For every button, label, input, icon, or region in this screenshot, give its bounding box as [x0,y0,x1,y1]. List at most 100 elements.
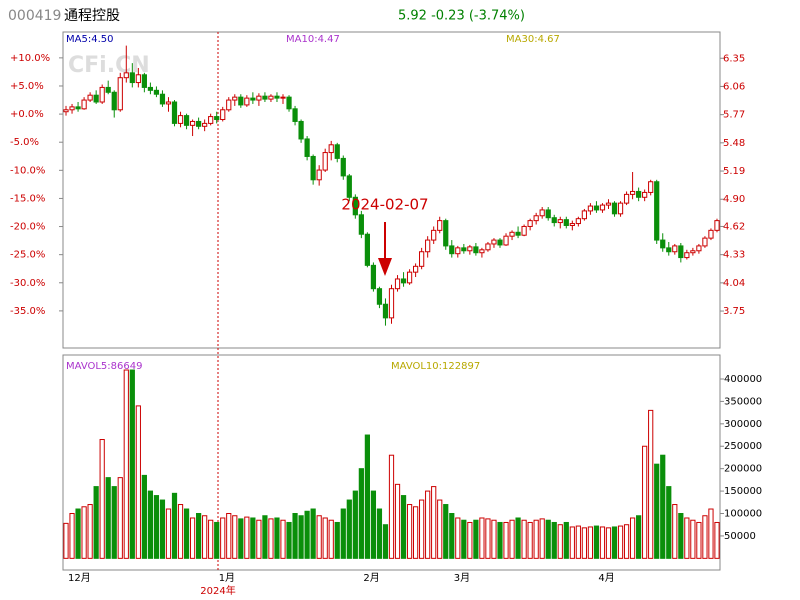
candle-body [129,72,135,84]
candle-body [455,247,461,255]
price-panel [62,31,721,349]
candle-body [123,72,129,79]
volume-bar [666,486,672,559]
candle-body [527,220,533,227]
volume-bar [232,515,238,559]
candle-body [708,229,714,239]
volume-bar [328,519,334,559]
volume-bar [376,508,383,559]
candle-body [244,97,250,106]
volume-bar [129,369,135,559]
volume-bar [473,519,479,559]
pct-tick-label: -10.0% [10,165,45,176]
candle-body [189,120,196,126]
volume-bar [75,508,81,559]
candle-body [388,288,395,319]
volume-panel [62,354,721,571]
volume-bar [648,409,654,559]
volume-bar [581,527,587,559]
candle-body [87,94,93,101]
volume-bar [455,517,461,559]
volume-bar [208,519,214,559]
volume-bar [147,490,154,559]
volume-tick-label: 400000 [724,374,762,385]
volume-bar [611,526,618,559]
volume-bar [545,519,551,559]
candle-body [165,101,172,105]
candle-body [599,204,606,211]
candle-body [394,278,401,290]
volume-bar [569,526,575,559]
volume-bar [202,515,208,559]
candle-body [684,252,690,259]
pct-tick-label: -15.0% [10,193,45,204]
volume-bar [605,527,612,559]
candle-body [298,120,304,140]
volume-bar [485,518,491,559]
candle-body [413,265,419,273]
watermark: CFi.CN [68,53,150,78]
year-label: 2024年 [200,584,235,597]
pct-tick-label: +10.0% [10,53,50,64]
volume-bar [364,434,370,559]
candle-body [214,116,220,121]
volume-bar [153,495,160,559]
x-tick-label: 2月 [363,572,379,584]
candle-body [581,210,587,220]
volume-bar [467,521,473,559]
volume-tick-label: 100000 [724,509,762,520]
volume-bar [105,477,111,559]
volume-bar [238,518,244,559]
candle-body [352,196,358,216]
stock-quote: 5.92 -0.23 (-3.74%) [398,9,525,24]
candle-body [99,86,105,103]
volume-bar [533,519,539,559]
pct-tick-label: -20.0% [10,222,45,233]
volume-bar [642,445,648,559]
volume-bar [310,508,316,559]
pct-tick-label: -30.0% [10,278,45,289]
candle-body [147,86,154,91]
candle-body [666,247,672,253]
volume-bar [214,521,220,559]
candle-body [81,99,87,110]
y-tick-label: 5.48 [723,138,745,149]
candle-body [202,122,208,127]
candle-body [334,144,340,159]
candle-body [304,138,310,157]
candle-body [135,74,141,84]
volume-bar [419,499,425,559]
volume-bar [93,486,99,559]
volume-bar [226,513,232,559]
volume-bar [141,474,147,559]
candle-body [292,108,298,122]
volume-ma-label: MAVOL5:86649 [66,361,142,372]
volume-bar [593,525,600,559]
volume-bar [413,506,419,559]
volume-bar [503,521,509,559]
volume-bar [117,477,123,559]
ma-label: MA10:4.47 [286,34,340,45]
candle-body [485,243,491,251]
pct-tick-label: +0.0% [10,109,44,120]
candle-body [400,278,407,284]
candle-body [515,231,521,236]
candle-body [419,251,425,267]
candle-body [533,215,539,222]
candle-body [232,96,238,101]
candle-body [551,217,557,224]
candle-body [678,245,684,259]
candle-body [238,96,244,106]
candle-body [346,175,352,198]
candle-body [256,95,262,101]
volume-bar [262,515,268,559]
volume-bar [358,468,364,559]
ma-label: MA30:4.67 [506,34,560,45]
candle-body [605,202,612,206]
volume-bar [370,490,377,559]
volume-bar [87,504,93,559]
stock-name: 通程控股 [64,8,120,24]
volume-bar [575,525,581,559]
volume-bar [515,517,521,559]
